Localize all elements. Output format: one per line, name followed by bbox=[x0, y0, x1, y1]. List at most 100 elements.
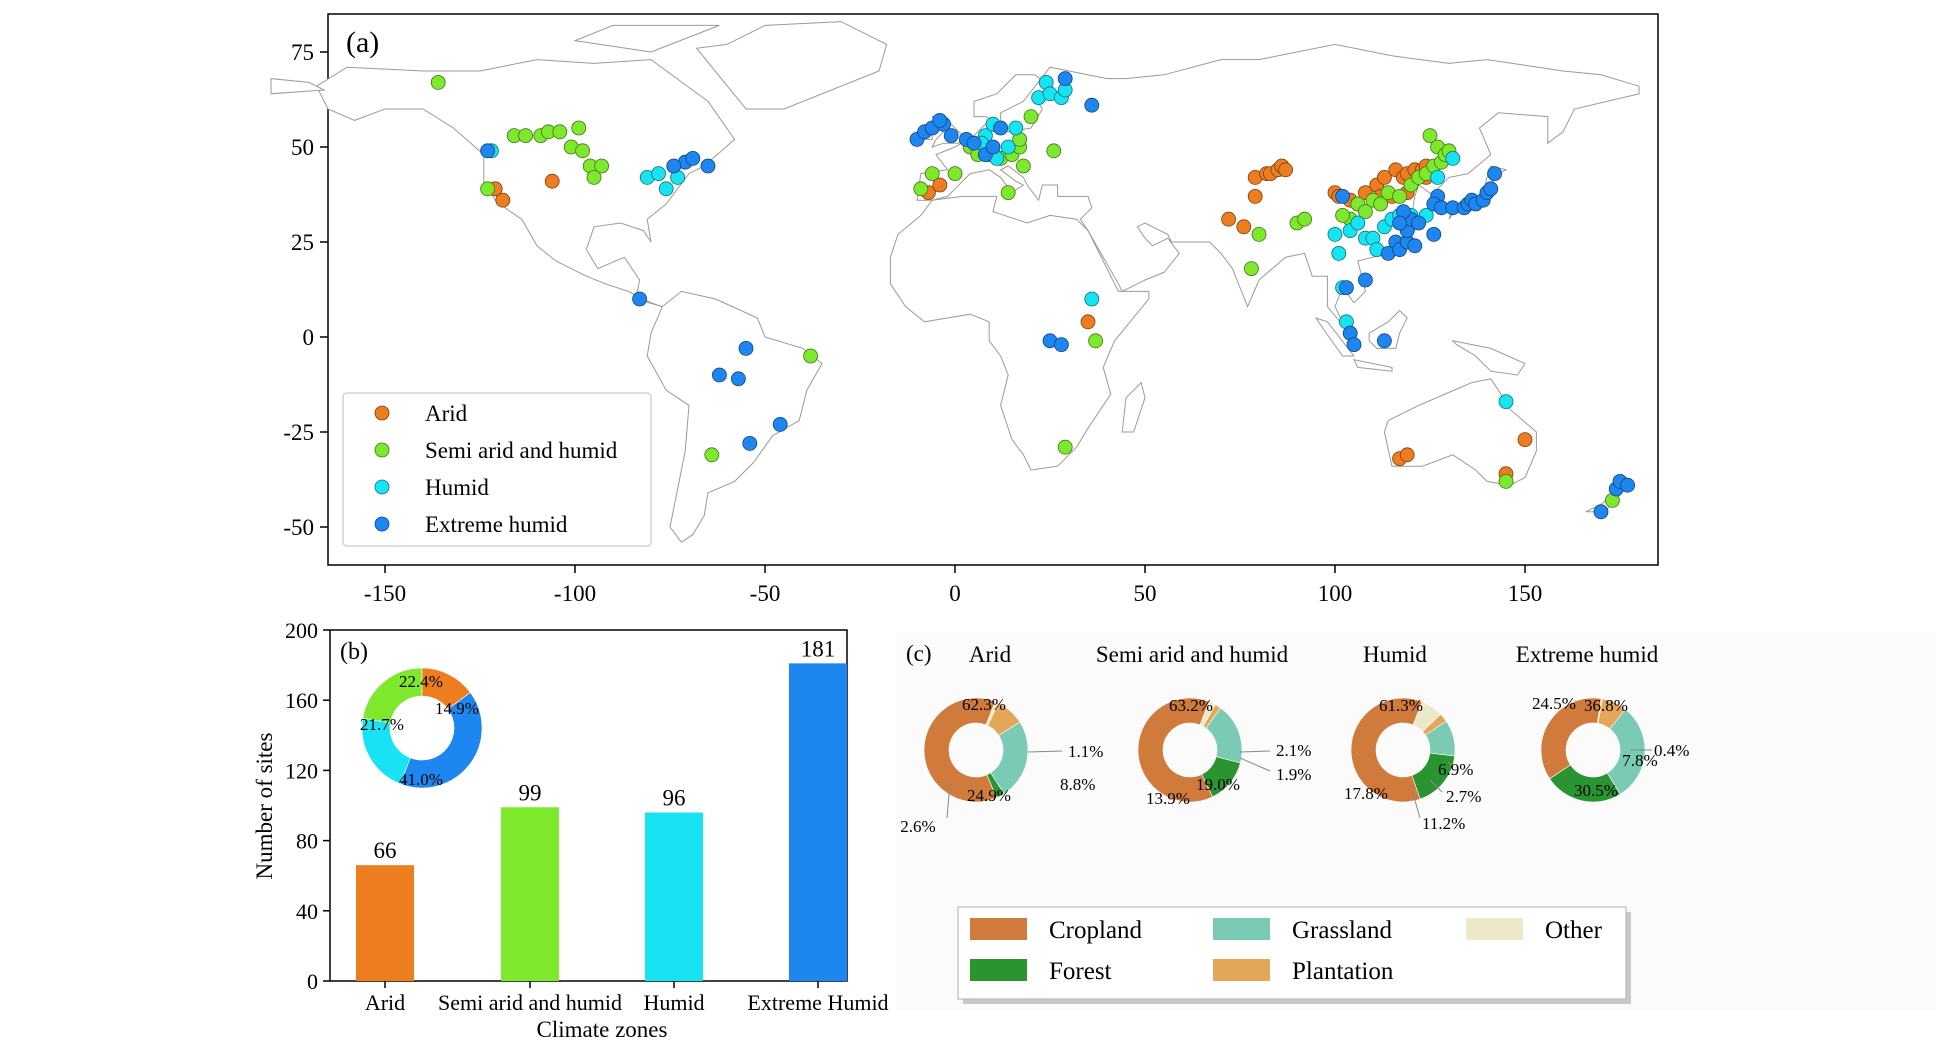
legend-marker-semi bbox=[374, 442, 390, 458]
map-point-semi bbox=[575, 143, 590, 159]
landuse-donut-slice-label: 63.2% bbox=[1169, 696, 1213, 715]
landuse-donut-title: Humid bbox=[1363, 642, 1427, 667]
map-point-extreme bbox=[1392, 215, 1407, 231]
map-point-humid bbox=[658, 181, 674, 197]
map-point-extreme bbox=[666, 158, 682, 174]
bar-humid bbox=[645, 812, 703, 981]
map-point-arid bbox=[1278, 162, 1293, 178]
map-legend: Arid Semi arid and humid Humid Extreme h… bbox=[342, 392, 652, 547]
map-point-humid bbox=[1498, 394, 1514, 410]
map-point-semi bbox=[803, 348, 818, 364]
bar-arid bbox=[356, 865, 414, 981]
landuse-donut-leader-line bbox=[946, 782, 951, 819]
map-x-tick-label: -50 bbox=[750, 581, 781, 606]
map-point-extreme bbox=[1593, 504, 1609, 520]
map-x-tick-label: 150 bbox=[1508, 581, 1543, 606]
climate-donut-slice-label: 22.4% bbox=[399, 672, 443, 691]
map-point-arid bbox=[1377, 169, 1392, 185]
map-point-semi bbox=[1244, 261, 1259, 277]
land-polygon bbox=[1314, 317, 1356, 357]
landuse-donut-leader-line bbox=[1239, 750, 1271, 753]
panel-label-a: (a) bbox=[346, 26, 379, 59]
map-legend-box bbox=[342, 392, 652, 547]
landuse-donut-slice-label: 2.6% bbox=[900, 817, 935, 836]
map-point-extreme bbox=[742, 435, 758, 451]
landuse-donut-slice-label: 61.3% bbox=[1379, 696, 1423, 715]
bar-series: 66 Arid 99 Semi arid and humid 96 Humid 181 Ext… bbox=[356, 636, 889, 1015]
map-point-extreme bbox=[1084, 97, 1100, 113]
map-point-semi bbox=[1046, 143, 1062, 159]
map-points bbox=[430, 71, 1635, 520]
map-point-extreme bbox=[1339, 280, 1354, 296]
map-point-semi bbox=[1373, 196, 1388, 212]
landuse-donut-slice-label: 8.8% bbox=[1060, 775, 1095, 794]
landuse-donut-slice-label: 24.5% bbox=[1532, 694, 1576, 713]
legend-label-humid: Humid bbox=[425, 475, 489, 500]
bar-y-tick-label: 120 bbox=[285, 758, 318, 783]
map-point-extreme bbox=[712, 367, 727, 383]
land-polygon bbox=[889, 195, 1150, 471]
map-point-extreme bbox=[943, 128, 959, 144]
map-point-semi bbox=[480, 181, 496, 197]
land-polygon bbox=[573, 24, 720, 53]
landuse-donut-3: Extreme humid 24.5% 30.5%7.8%0.4% 36.8% bbox=[1516, 642, 1689, 803]
landuse-donut-slice-label: 24.9% bbox=[967, 786, 1011, 805]
landuse-donut-slice-label: 13.9% bbox=[1146, 789, 1190, 808]
map-x-tick-label: 50 bbox=[1134, 581, 1157, 606]
legend-swatch-forest bbox=[970, 959, 1027, 981]
climate-donut-slice-extreme bbox=[399, 692, 483, 789]
map-y-tick-label: 50 bbox=[291, 135, 314, 160]
landuse-donut-slice-cropland bbox=[1350, 697, 1423, 803]
map-y-axis: 75 50 25 0 -25 -50 bbox=[283, 40, 328, 540]
landuse-donut-title: Semi arid and humid bbox=[1096, 642, 1289, 667]
map-point-extreme bbox=[1358, 272, 1373, 288]
bar-y-tick-label: 40 bbox=[296, 899, 318, 924]
map-point-semi bbox=[704, 447, 720, 463]
legend-label-forest: Forest bbox=[1049, 958, 1112, 985]
map-point-semi bbox=[518, 128, 533, 144]
map-point-semi bbox=[1358, 204, 1373, 220]
landuse-donut-group: Arid 2.6% 24.9% 8.8% 1.1% 62.3% Semi arid and … bbox=[900, 642, 1689, 836]
map-point-arid bbox=[1236, 219, 1252, 235]
landuse-legend: Cropland Grassland Other Forest Plantati… bbox=[957, 906, 1631, 1004]
map-point-extreme bbox=[731, 371, 746, 387]
map-x-tick-label: -100 bbox=[554, 581, 596, 606]
land-polygon bbox=[646, 290, 823, 543]
landuse-donut-slice-label: 17.8% bbox=[1344, 784, 1388, 803]
map-point-arid bbox=[495, 192, 511, 208]
map-point-semi bbox=[1498, 473, 1514, 489]
map-x-tick-label: 0 bbox=[949, 581, 961, 606]
map-y-tick-label: -25 bbox=[283, 420, 314, 445]
landuse-donut-slice-label: 2.7% bbox=[1446, 787, 1481, 806]
map-point-extreme bbox=[985, 139, 1001, 155]
land-polygon bbox=[1451, 339, 1526, 376]
map-point-semi bbox=[1335, 207, 1350, 223]
legend-swatch-other bbox=[1466, 918, 1523, 940]
panel-label-c: (c) bbox=[906, 641, 932, 666]
bar-y-tick-label: 160 bbox=[285, 688, 318, 713]
bar-value-label: 96 bbox=[663, 786, 686, 811]
map-point-extreme bbox=[700, 158, 716, 174]
climate-donut-slice-label: 41.0% bbox=[399, 770, 443, 789]
map-point-extreme bbox=[1335, 188, 1350, 204]
map-point-semi bbox=[924, 166, 940, 182]
map-point-semi bbox=[1088, 333, 1103, 349]
map-point-extreme bbox=[1483, 181, 1499, 197]
map-point-semi bbox=[913, 181, 929, 197]
map-point-extreme bbox=[1407, 238, 1423, 254]
land-polygon bbox=[315, 59, 736, 308]
land-polygon bbox=[1383, 378, 1537, 486]
landuse-donut-slice-label: 30.5% bbox=[1574, 781, 1618, 800]
map-point-arid bbox=[1517, 432, 1533, 448]
map-point-humid bbox=[1084, 291, 1100, 307]
legend-marker-extreme bbox=[374, 516, 390, 532]
map-point-extreme bbox=[1057, 71, 1073, 86]
landuse-donut-leader-line bbox=[1429, 779, 1443, 793]
map-point-humid bbox=[1331, 245, 1347, 261]
map-point-semi bbox=[430, 75, 446, 90]
bar-category-label: Arid bbox=[365, 990, 405, 1015]
map-point-humid bbox=[1350, 215, 1366, 231]
map-point-extreme bbox=[1487, 166, 1502, 182]
map-point-semi bbox=[1422, 128, 1438, 144]
